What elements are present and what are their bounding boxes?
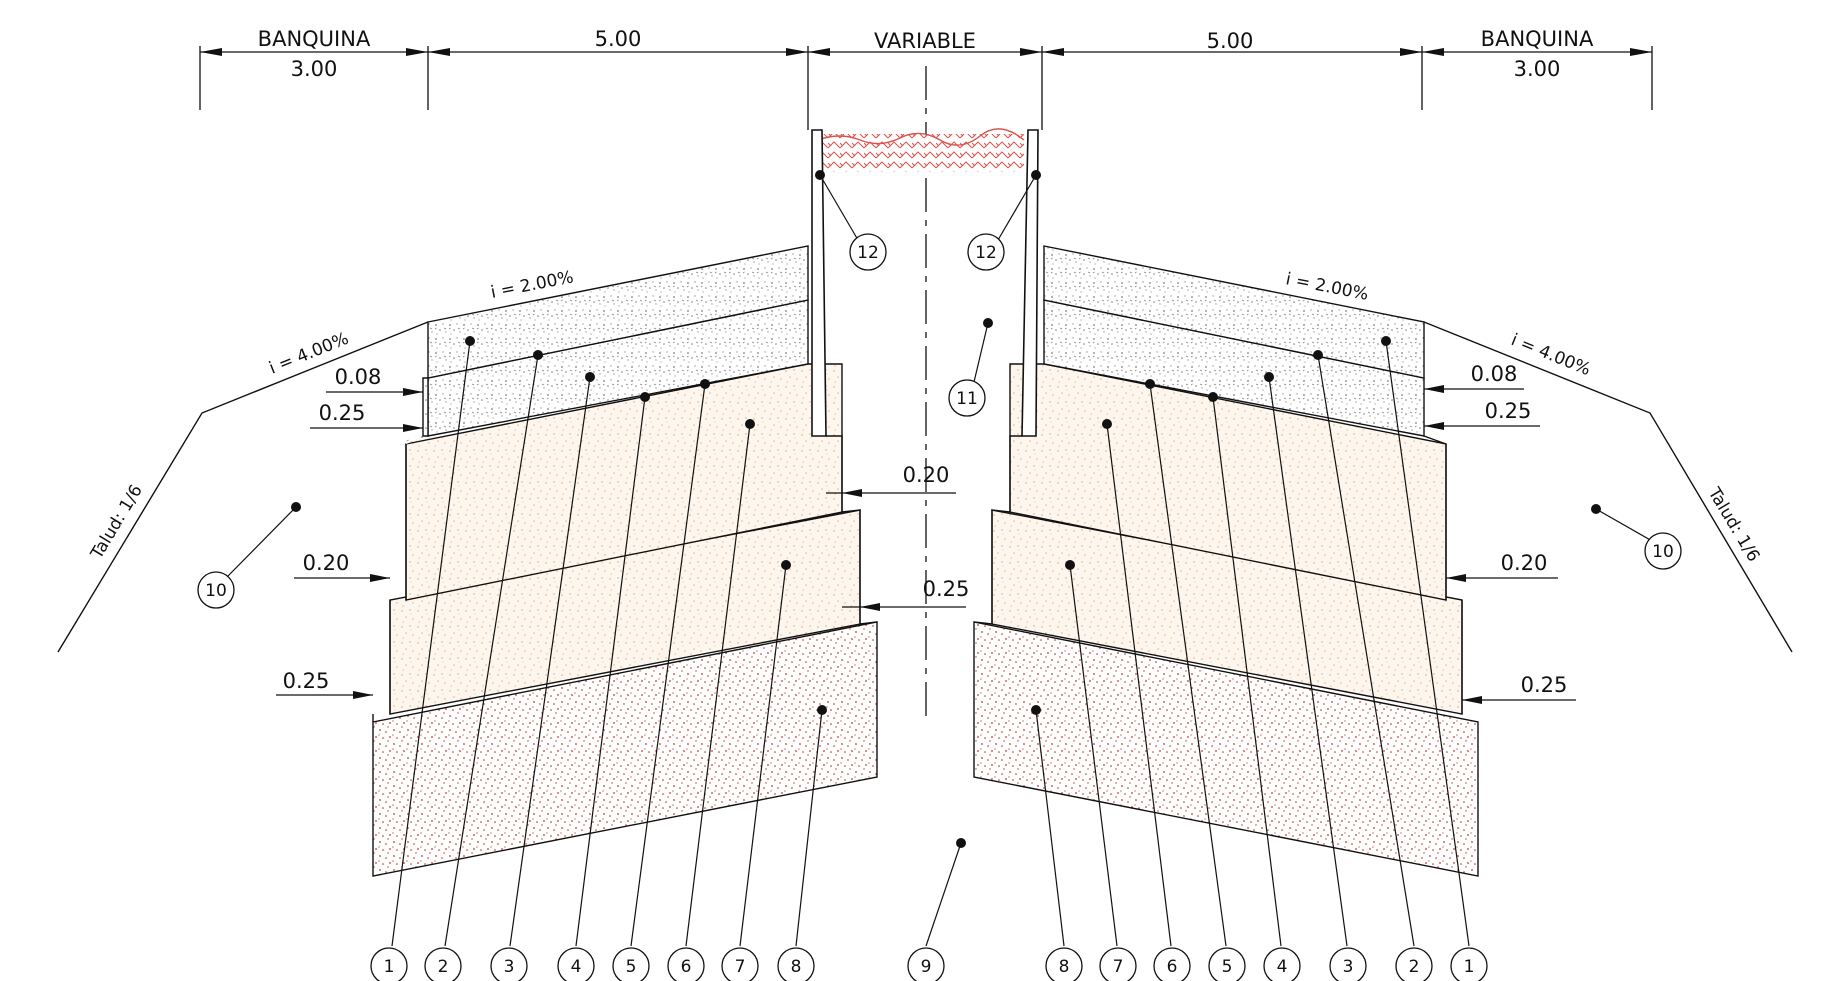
left-pavement-layers: [372, 245, 878, 877]
svg-text:6: 6: [681, 957, 692, 977]
svg-text:2: 2: [438, 957, 449, 977]
callout-right-8: 8: [1045, 947, 1083, 981]
svg-text:7: 7: [1113, 957, 1124, 977]
callout-right-5: 5: [1208, 947, 1246, 981]
talud-left: Talud: 1/6: [87, 481, 147, 563]
callout-left-2: 2: [424, 947, 462, 981]
svg-text:10: 10: [1652, 542, 1674, 562]
right-upper-base-layer: [1009, 363, 1447, 601]
callout-right-6: 6: [1153, 947, 1191, 981]
callout-left-3: 3: [490, 947, 528, 981]
callout-left-8: 8: [777, 947, 815, 981]
svg-text:7: 7: [735, 957, 746, 977]
callout-left-5: 5: [612, 947, 650, 981]
callout-right-2: 2: [1395, 947, 1433, 981]
median-steps: [826, 435, 1022, 625]
svg-text:1: 1: [1464, 957, 1475, 977]
svg-text:3: 3: [504, 957, 515, 977]
callout-embankment-right: 10: [1644, 532, 1682, 570]
callout-left-7: 7: [721, 947, 759, 981]
svg-text:4: 4: [1277, 957, 1288, 977]
median-width-label: VARIABLE: [874, 29, 976, 53]
svg-text:1: 1: [384, 957, 395, 977]
banquina-left-label: BANQUINA: [258, 27, 371, 51]
svg-text:8: 8: [791, 957, 802, 977]
svg-text:4: 4: [571, 957, 582, 977]
median-surface: [817, 128, 1025, 172]
right-slope-lines: [1423, 321, 1793, 714]
callout-right-4: 4: [1263, 947, 1301, 981]
svg-text:6: 6: [1167, 957, 1178, 977]
banquina-left-value: 3.00: [291, 57, 338, 81]
offset-left-008: 0.08: [335, 365, 382, 389]
callout-left-1: 1: [370, 947, 408, 981]
right-pavement-layers: [973, 245, 1479, 877]
banquina-right-value: 3.00: [1514, 57, 1561, 81]
svg-text:11: 11: [956, 389, 978, 409]
svg-text:5: 5: [626, 957, 637, 977]
curbs: [811, 129, 1039, 437]
left-asphalt-upper-course: [427, 245, 809, 379]
left-subbase-layer: [372, 621, 878, 877]
offset-right-020: 0.20: [1501, 551, 1548, 575]
offset-right-025-top: 0.25: [1485, 399, 1532, 423]
callout-left-4: 4: [557, 947, 595, 981]
lane-right-width: 5.00: [1207, 29, 1254, 53]
callout-curb-right: 12: [967, 233, 1005, 271]
banquina-right-label: BANQUINA: [1481, 27, 1594, 51]
callouts-bottom-left: 1 2 3 4 5 6 7 8: [370, 947, 815, 981]
offset-right-025-bottom: 0.25: [1521, 673, 1568, 697]
left-shoulder-course: [422, 377, 429, 437]
callout-embankment-left: 10: [197, 571, 235, 609]
svg-text:12: 12: [857, 243, 879, 263]
callout-right-1: 1: [1450, 947, 1488, 981]
offset-left-020: 0.20: [303, 551, 350, 575]
callout-right-7: 7: [1099, 947, 1137, 981]
dimension-arrowheads: [200, 48, 1652, 56]
callout-median-fill: 11: [948, 379, 986, 417]
offset-center-020: 0.20: [903, 463, 950, 487]
svg-text:9: 9: [921, 957, 932, 977]
callout-center-9: 9: [907, 947, 945, 981]
right-curb: [1021, 129, 1039, 437]
leader-lines: [225, 174, 1653, 947]
svg-text:8: 8: [1059, 957, 1070, 977]
svg-text:10: 10: [205, 581, 227, 601]
left-slope-lines: [57, 321, 429, 722]
callout-right-3: 3: [1329, 947, 1367, 981]
svg-text:5: 5: [1222, 957, 1233, 977]
offset-right-008: 0.08: [1471, 362, 1518, 386]
svg-text:12: 12: [975, 243, 997, 263]
svg-text:2: 2: [1409, 957, 1420, 977]
callout-left-6: 6: [667, 947, 705, 981]
right-subbase-layer: [973, 621, 1479, 877]
callouts-bottom-right: 8 7 6 5 4 3 2 1: [1045, 947, 1488, 981]
offset-left-025-top: 0.25: [319, 401, 366, 425]
right-asphalt-upper-course: [1043, 245, 1425, 379]
lane-left-width: 5.00: [595, 27, 642, 51]
leader-dots: [291, 170, 1601, 848]
svg-text:3: 3: [1343, 957, 1354, 977]
offset-center-025: 0.25: [923, 577, 970, 601]
offset-left-025-bottom: 0.25: [283, 669, 330, 693]
callout-curb-left: 12: [849, 233, 887, 271]
